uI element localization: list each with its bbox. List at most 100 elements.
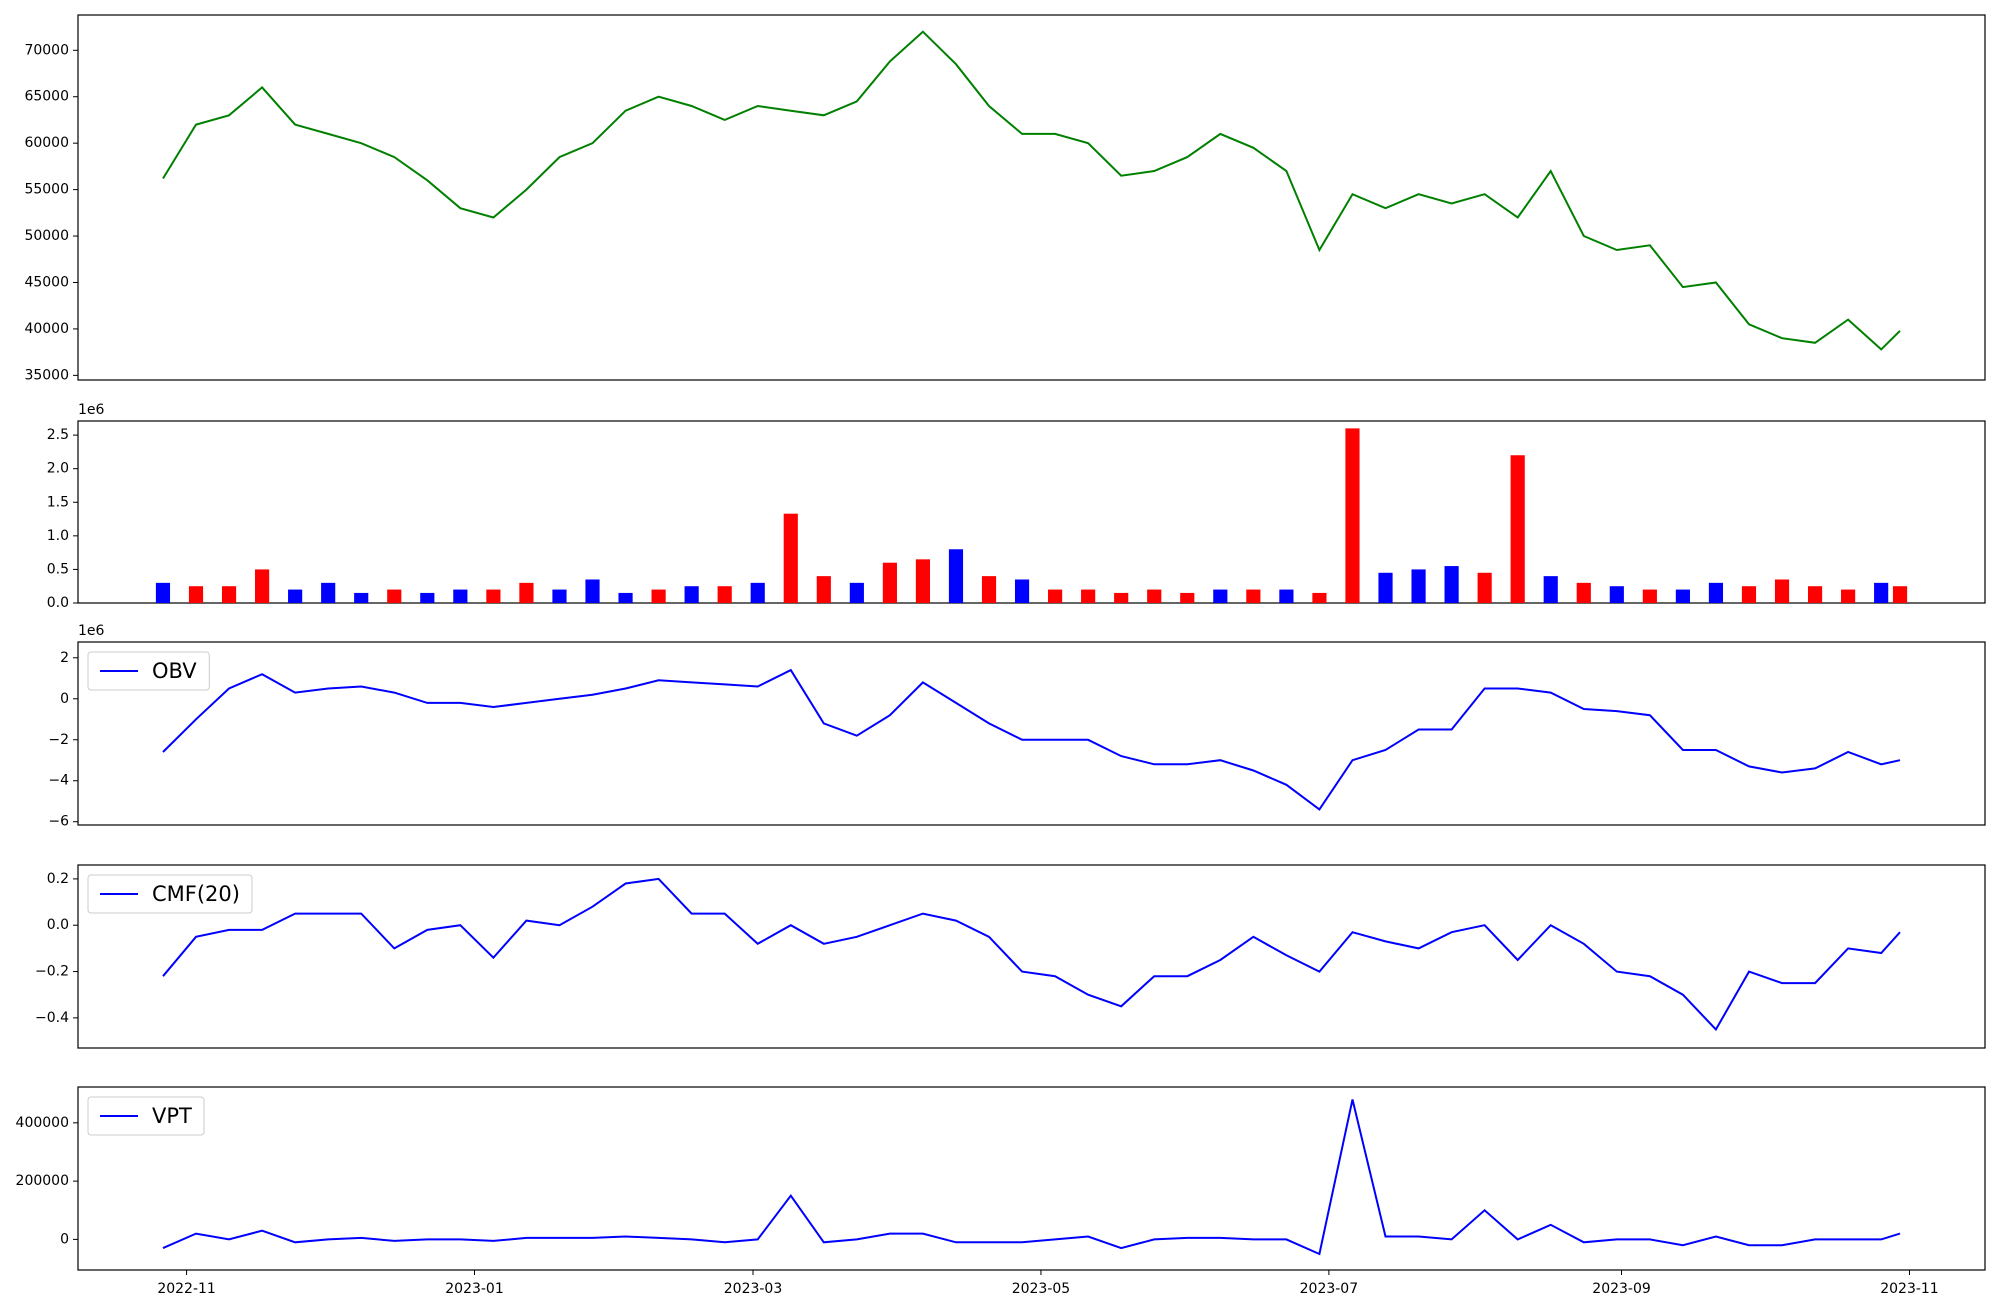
volume-bar	[1114, 592, 1129, 603]
y-tick-label: 200000	[16, 1173, 69, 1189]
volume-bar	[1246, 589, 1261, 603]
volume-bar	[1279, 589, 1294, 603]
volume-bar	[849, 582, 864, 603]
y-tick-label: −0.4	[35, 1010, 69, 1026]
y-tick-label: 45000	[24, 274, 69, 290]
legend-box	[87, 874, 253, 914]
y-tick-label: 1.0	[47, 528, 69, 544]
volume-bar	[1841, 589, 1856, 603]
offset-label: 1e6	[78, 402, 105, 418]
y-tick-label: 65000	[24, 89, 69, 105]
volume-bar	[684, 586, 699, 603]
legend-box	[87, 651, 210, 691]
y-tick-label: 2	[60, 650, 69, 666]
volume-bar	[1147, 589, 1162, 603]
plot-frame	[77, 14, 1986, 381]
y-tick-label: 0	[60, 691, 69, 707]
volume-bar	[1774, 579, 1790, 603]
y-tick-label: 400000	[16, 1115, 69, 1131]
volume-bar	[783, 513, 798, 603]
y-tick-label: 2.0	[47, 461, 69, 477]
y-tick-label: −6	[48, 814, 69, 830]
volume-bar	[1543, 576, 1558, 603]
volume-bar	[1477, 572, 1492, 603]
volume-bar	[387, 589, 402, 603]
y-tick-label: 0.2	[47, 871, 69, 887]
plot-frame	[77, 641, 1986, 826]
volume-bar	[486, 589, 501, 603]
volume-bar	[1892, 586, 1908, 603]
volume-bar	[1708, 582, 1724, 603]
plot-frame	[77, 1086, 1986, 1271]
x-tick-label: 2023-05	[1012, 1281, 1071, 1297]
y-tick-label: 0.0	[47, 595, 69, 611]
series-line	[162, 1099, 1901, 1256]
volume-bar	[519, 582, 534, 603]
series-line	[162, 877, 1901, 1032]
volume-bar	[651, 589, 666, 603]
legend-box	[87, 1096, 205, 1136]
volume-bar	[354, 592, 369, 603]
volume-bar	[420, 592, 435, 603]
volume-bar	[1576, 582, 1591, 603]
volume-bar	[1874, 582, 1889, 603]
y-tick-label: 0	[60, 1231, 69, 1247]
volume-bar	[1642, 589, 1657, 603]
y-tick-label: 70000	[24, 42, 69, 58]
volume-bar	[717, 586, 732, 603]
series-line	[162, 30, 1901, 351]
y-tick-label: 2.5	[47, 427, 69, 443]
volume-bar	[816, 576, 831, 603]
volume-bar	[1312, 592, 1327, 603]
volume-bar	[585, 579, 600, 603]
y-tick-label: 0.5	[47, 561, 69, 577]
volume-bar	[618, 592, 633, 603]
offset-label: 1e6	[78, 623, 105, 639]
y-tick-label: 35000	[24, 367, 69, 383]
volume-bar	[453, 589, 468, 603]
y-tick-label: 60000	[24, 135, 69, 151]
y-tick-label: −2	[48, 732, 69, 748]
plot-frame	[77, 420, 1986, 604]
volume-bar	[155, 582, 171, 603]
y-tick-label: 40000	[24, 321, 69, 337]
volume-bar	[1213, 589, 1228, 603]
y-tick-label: 50000	[24, 228, 69, 244]
series-line	[162, 668, 1901, 811]
volume-bar	[552, 589, 567, 603]
volume-bar	[1081, 589, 1096, 603]
volume-bar	[1014, 579, 1030, 603]
y-tick-label: −0.2	[35, 964, 69, 980]
volume-bar	[1675, 589, 1690, 603]
x-tick-label: 2023-09	[1592, 1281, 1651, 1297]
volume-bar	[1741, 586, 1757, 603]
volume-bar	[321, 582, 336, 603]
volume-bar	[1510, 455, 1525, 603]
volume-bar	[1345, 428, 1360, 603]
volume-bar	[1378, 572, 1393, 603]
volume-bar	[1807, 586, 1823, 603]
volume-bar	[1609, 586, 1624, 603]
y-tick-label: 1.5	[47, 494, 69, 510]
legend-label: VPT	[152, 1104, 192, 1128]
volume-bar	[1411, 569, 1426, 603]
x-tick-label: 2022-11	[157, 1281, 216, 1297]
volume-bar	[915, 559, 931, 603]
volume-bar	[221, 586, 237, 603]
volume-bar	[1048, 589, 1063, 603]
y-tick-label: −4	[48, 773, 69, 789]
volume-bar	[255, 569, 270, 603]
legend-label: OBV	[152, 659, 197, 683]
y-tick-label: 55000	[24, 182, 69, 198]
volume-bar	[1444, 566, 1459, 603]
x-tick-label: 2023-01	[445, 1281, 504, 1297]
volume-bar	[288, 589, 303, 603]
volume-bar	[750, 582, 765, 603]
volume-bar	[981, 576, 997, 603]
plot-frame	[77, 864, 1986, 1049]
x-tick-label: 2023-07	[1300, 1281, 1359, 1297]
volume-bar	[882, 562, 897, 603]
volume-bar	[188, 586, 204, 603]
y-tick-label: 0.0	[47, 917, 69, 933]
